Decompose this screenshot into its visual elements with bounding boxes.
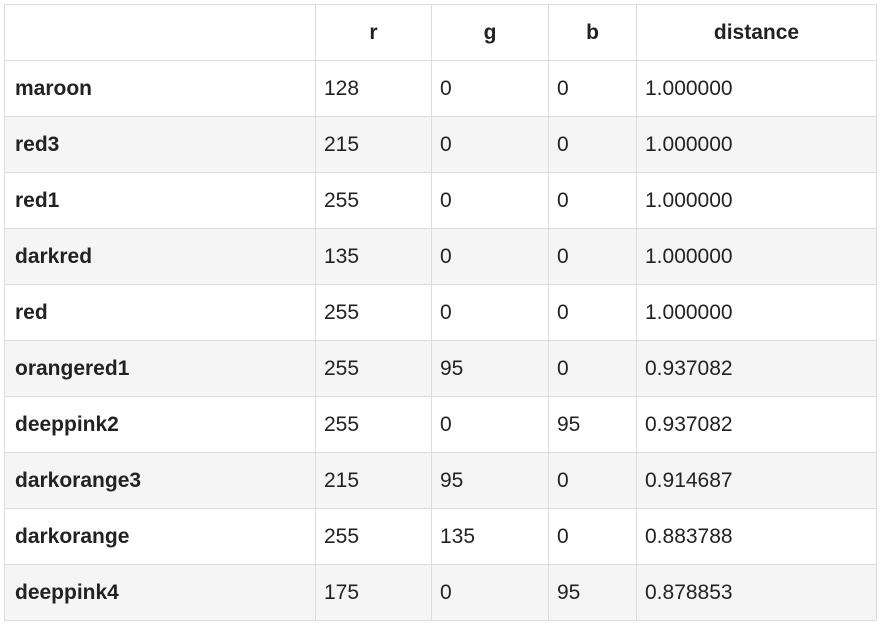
cell-r: 255 xyxy=(315,172,432,229)
table-row: deeppink2 255 0 95 0.937082 xyxy=(4,396,877,453)
cell-g: 0 xyxy=(431,172,549,229)
row-label: deeppink2 xyxy=(4,396,316,453)
cell-distance: 0.883788 xyxy=(636,508,877,565)
cell-g: 0 xyxy=(431,564,549,621)
row-label: darkorange xyxy=(4,508,316,565)
cell-distance: 1.000000 xyxy=(636,60,877,117)
cell-r: 255 xyxy=(315,284,432,341)
cell-r: 175 xyxy=(315,564,432,621)
cell-distance: 1.000000 xyxy=(636,172,877,229)
row-label: darkred xyxy=(4,228,316,285)
cell-g: 95 xyxy=(431,340,549,397)
cell-g: 0 xyxy=(431,396,549,453)
table-body: maroon 128 0 0 1.000000 red3 215 0 0 1.000000 red1… xyxy=(4,60,877,621)
table-row: darkorange3 215 95 0 0.914687 xyxy=(4,452,877,509)
row-label: darkorange3 xyxy=(4,452,316,509)
table-row: orangered1 255 95 0 0.937082 xyxy=(4,340,877,397)
cell-distance: 0.937082 xyxy=(636,396,877,453)
cell-r: 255 xyxy=(315,396,432,453)
cell-b: 0 xyxy=(548,340,637,397)
cell-r: 255 xyxy=(315,508,432,565)
table-row: maroon 128 0 0 1.000000 xyxy=(4,60,877,117)
table-header: r g b distance xyxy=(4,4,877,61)
cell-g: 0 xyxy=(431,284,549,341)
column-header-r: r xyxy=(315,4,432,61)
table-row: red 255 0 0 1.000000 xyxy=(4,284,877,341)
column-header-b: b xyxy=(548,4,637,61)
cell-b: 0 xyxy=(548,116,637,173)
cell-b: 0 xyxy=(548,452,637,509)
cell-distance: 0.937082 xyxy=(636,340,877,397)
table-row: red1 255 0 0 1.000000 xyxy=(4,172,877,229)
row-label: red1 xyxy=(4,172,316,229)
table-row: red3 215 0 0 1.000000 xyxy=(4,116,877,173)
cell-distance: 1.000000 xyxy=(636,284,877,341)
cell-b: 0 xyxy=(548,172,637,229)
cell-distance: 1.000000 xyxy=(636,228,877,285)
header-row: r g b distance xyxy=(4,4,877,61)
cell-b: 0 xyxy=(548,228,637,285)
cell-r: 215 xyxy=(315,116,432,173)
table-row: darkred 135 0 0 1.000000 xyxy=(4,228,877,285)
table-row: deeppink4 175 0 95 0.878853 xyxy=(4,564,877,621)
cell-distance: 1.000000 xyxy=(636,116,877,173)
cell-g: 135 xyxy=(431,508,549,565)
column-header-g: g xyxy=(431,4,549,61)
row-label: maroon xyxy=(4,60,316,117)
cell-r: 135 xyxy=(315,228,432,285)
dataframe-table-container: r g b distance maroon 128 0 0 1.000000 red3 21… xyxy=(4,4,877,621)
cell-g: 0 xyxy=(431,60,549,117)
cell-g: 0 xyxy=(431,116,549,173)
row-label: orangered1 xyxy=(4,340,316,397)
cell-r: 255 xyxy=(315,340,432,397)
column-header-index xyxy=(4,4,316,61)
cell-r: 128 xyxy=(315,60,432,117)
dataframe-table: r g b distance maroon 128 0 0 1.000000 red3 21… xyxy=(4,4,877,621)
row-label: deeppink4 xyxy=(4,564,316,621)
cell-g: 95 xyxy=(431,452,549,509)
row-label: red xyxy=(4,284,316,341)
cell-b: 95 xyxy=(548,564,637,621)
cell-g: 0 xyxy=(431,228,549,285)
cell-b: 0 xyxy=(548,508,637,565)
cell-r: 215 xyxy=(315,452,432,509)
cell-b: 0 xyxy=(548,284,637,341)
row-label: red3 xyxy=(4,116,316,173)
column-header-distance: distance xyxy=(636,4,877,61)
cell-b: 95 xyxy=(548,396,637,453)
table-row: darkorange 255 135 0 0.883788 xyxy=(4,508,877,565)
cell-distance: 0.914687 xyxy=(636,452,877,509)
cell-distance: 0.878853 xyxy=(636,564,877,621)
cell-b: 0 xyxy=(548,60,637,117)
